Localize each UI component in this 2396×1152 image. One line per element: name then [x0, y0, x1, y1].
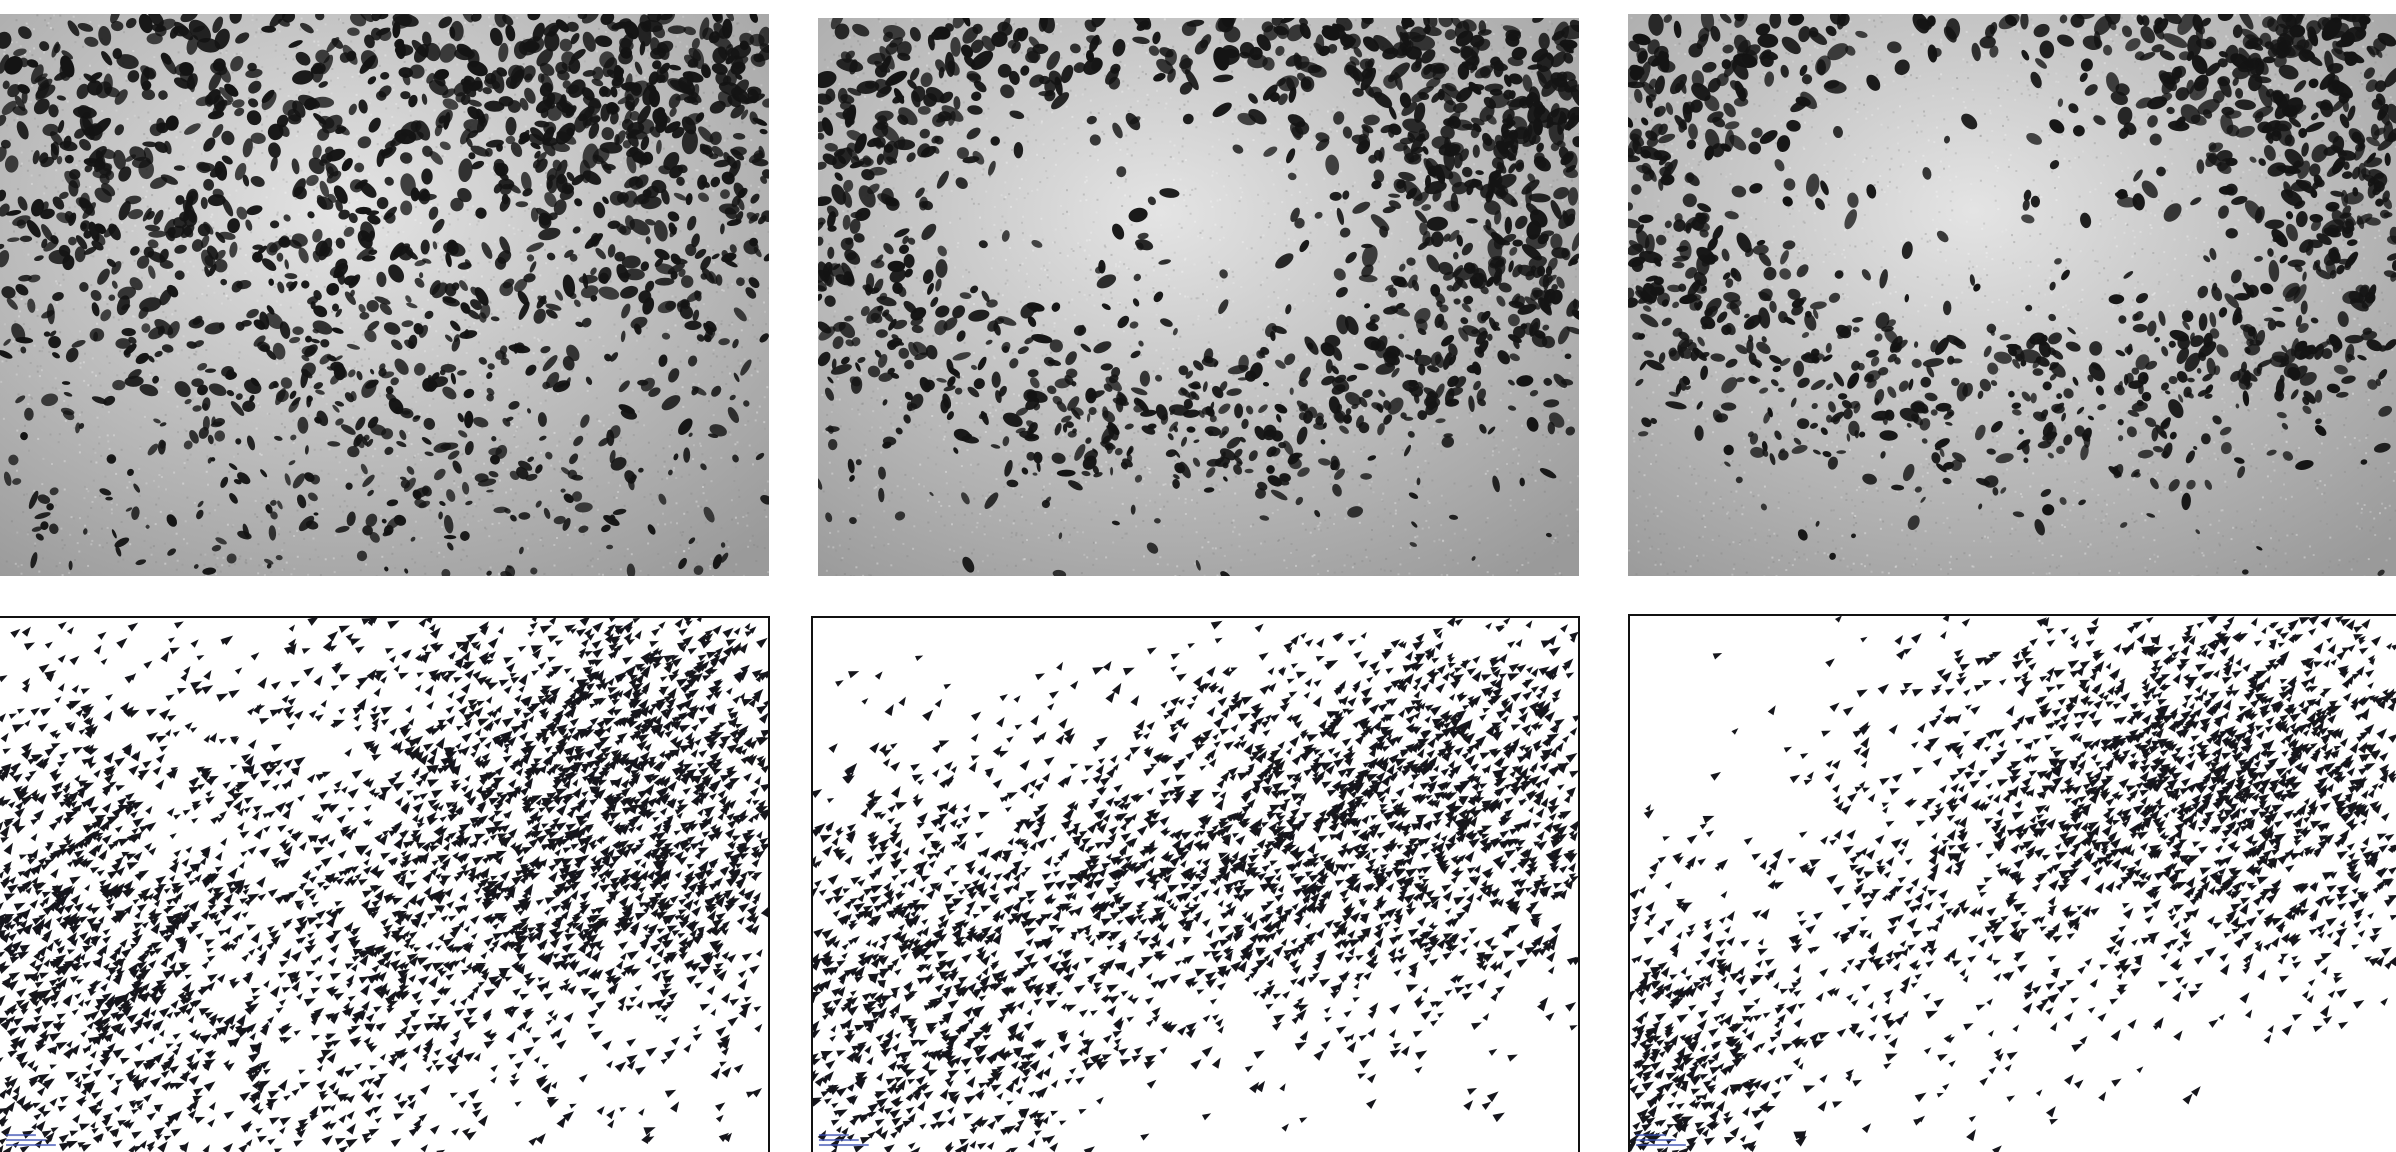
photo-panel-1: [0, 14, 769, 576]
bird-photo-1: [0, 14, 769, 576]
bird-photo-3: [1628, 14, 2396, 576]
agent-plot-1: [0, 618, 768, 1152]
bird-photo-2: [818, 18, 1579, 576]
photo-panel-3: [1628, 14, 2396, 576]
photo-panel-2: [818, 18, 1579, 576]
simulation-panel-1: [0, 616, 770, 1152]
simulation-panel-2: [811, 616, 1580, 1152]
agent-plot-3: [1630, 616, 2396, 1152]
simulation-panel-3: [1628, 614, 2396, 1152]
agent-plot-2: [813, 618, 1578, 1152]
